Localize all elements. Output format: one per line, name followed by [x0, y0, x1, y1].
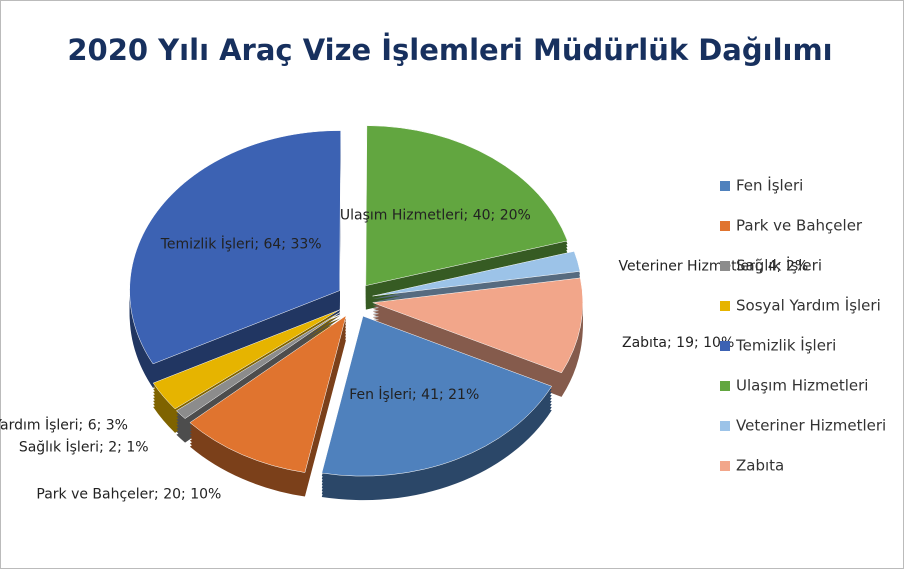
data-label: Temizlik İşleri; 64; 33% [160, 235, 322, 253]
data-label: Sağlık İşleri; 2; 1% [19, 437, 149, 455]
legend-label: Zabıta [736, 457, 784, 475]
slice [321, 315, 553, 477]
legend-swatch [720, 421, 730, 431]
data-label: Park ve Bahçeler; 20; 10% [36, 486, 221, 502]
legend-swatch [720, 181, 730, 191]
chart-title: 2020 Yılı Araç Vize İşlemleri Müdürlük D… [67, 33, 832, 67]
slice [372, 251, 581, 297]
data-label: Ulaşım Hizmetleri; 40; 20% [340, 207, 531, 223]
slice [175, 311, 342, 419]
legend-label: Temizlik İşleri [735, 336, 836, 355]
data-label: Zabıta; 19; 10% [622, 335, 734, 351]
legend-swatch [720, 261, 730, 271]
legend-swatch [720, 381, 730, 391]
data-label: Sosyal Yardım İşleri; 6; 3% [0, 416, 128, 434]
slice [365, 125, 568, 286]
data-label: Veteriner Hizmetleri; 4; 2% [619, 258, 809, 274]
slice [372, 277, 584, 374]
slice [152, 309, 340, 410]
slice [129, 130, 341, 365]
legend-label: Sosyal Yardım İşleri [736, 296, 881, 315]
legend-label: Ulaşım Hizmetleri [736, 377, 868, 395]
legend-label: Veteriner Hizmetleri [736, 417, 886, 435]
legend-label: Fen İşleri [736, 176, 803, 195]
legend-swatch [720, 341, 730, 351]
legend-swatch [720, 221, 730, 231]
slice [189, 315, 347, 473]
legend-label: Park ve Bahçeler [736, 217, 863, 235]
legend-swatch [720, 461, 730, 471]
legend-label: Sağlık İşleri [736, 256, 822, 275]
data-label: Fen İşleri; 41; 21% [349, 385, 479, 403]
legend-swatch [720, 301, 730, 311]
